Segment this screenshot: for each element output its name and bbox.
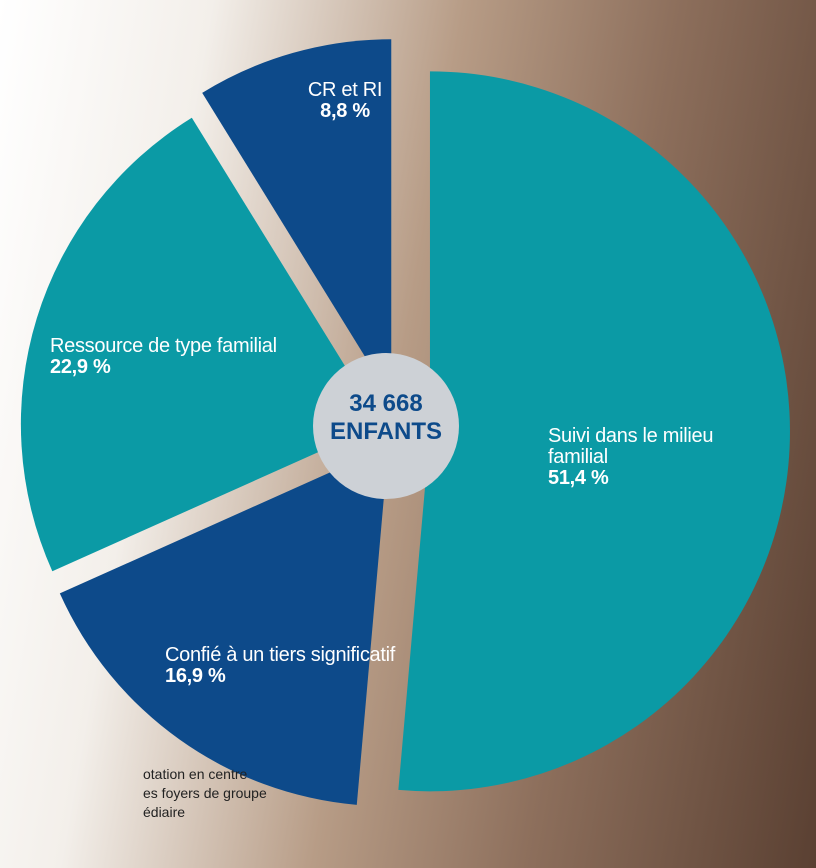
slice-name: Suivi dans le milieu familial bbox=[548, 426, 778, 468]
slice-value: 22,9 % bbox=[50, 357, 280, 378]
slice-value: 8,8 % bbox=[290, 101, 400, 122]
page: {"chart_data": {"type": "pie", "categori… bbox=[0, 0, 816, 868]
footnote-line: édiaire bbox=[143, 803, 267, 822]
center-value: 34 668 bbox=[314, 390, 458, 418]
footnote-line: es foyers de groupe bbox=[143, 784, 267, 803]
slice-name: CR et RI bbox=[290, 80, 400, 101]
footnote: otation en centre es foyers de groupe éd… bbox=[143, 765, 267, 822]
center-unit: ENFANTS bbox=[314, 418, 458, 446]
slice-name: Confié à un tiers significatif bbox=[165, 645, 395, 666]
slice-value: 16,9 % bbox=[165, 666, 395, 687]
slice-value: 51,4 % bbox=[548, 468, 778, 489]
footnote-line: otation en centre bbox=[143, 765, 267, 784]
slice-name: Ressource de type familial bbox=[50, 336, 280, 357]
center-label: 34 668 ENFANTS bbox=[314, 390, 458, 446]
